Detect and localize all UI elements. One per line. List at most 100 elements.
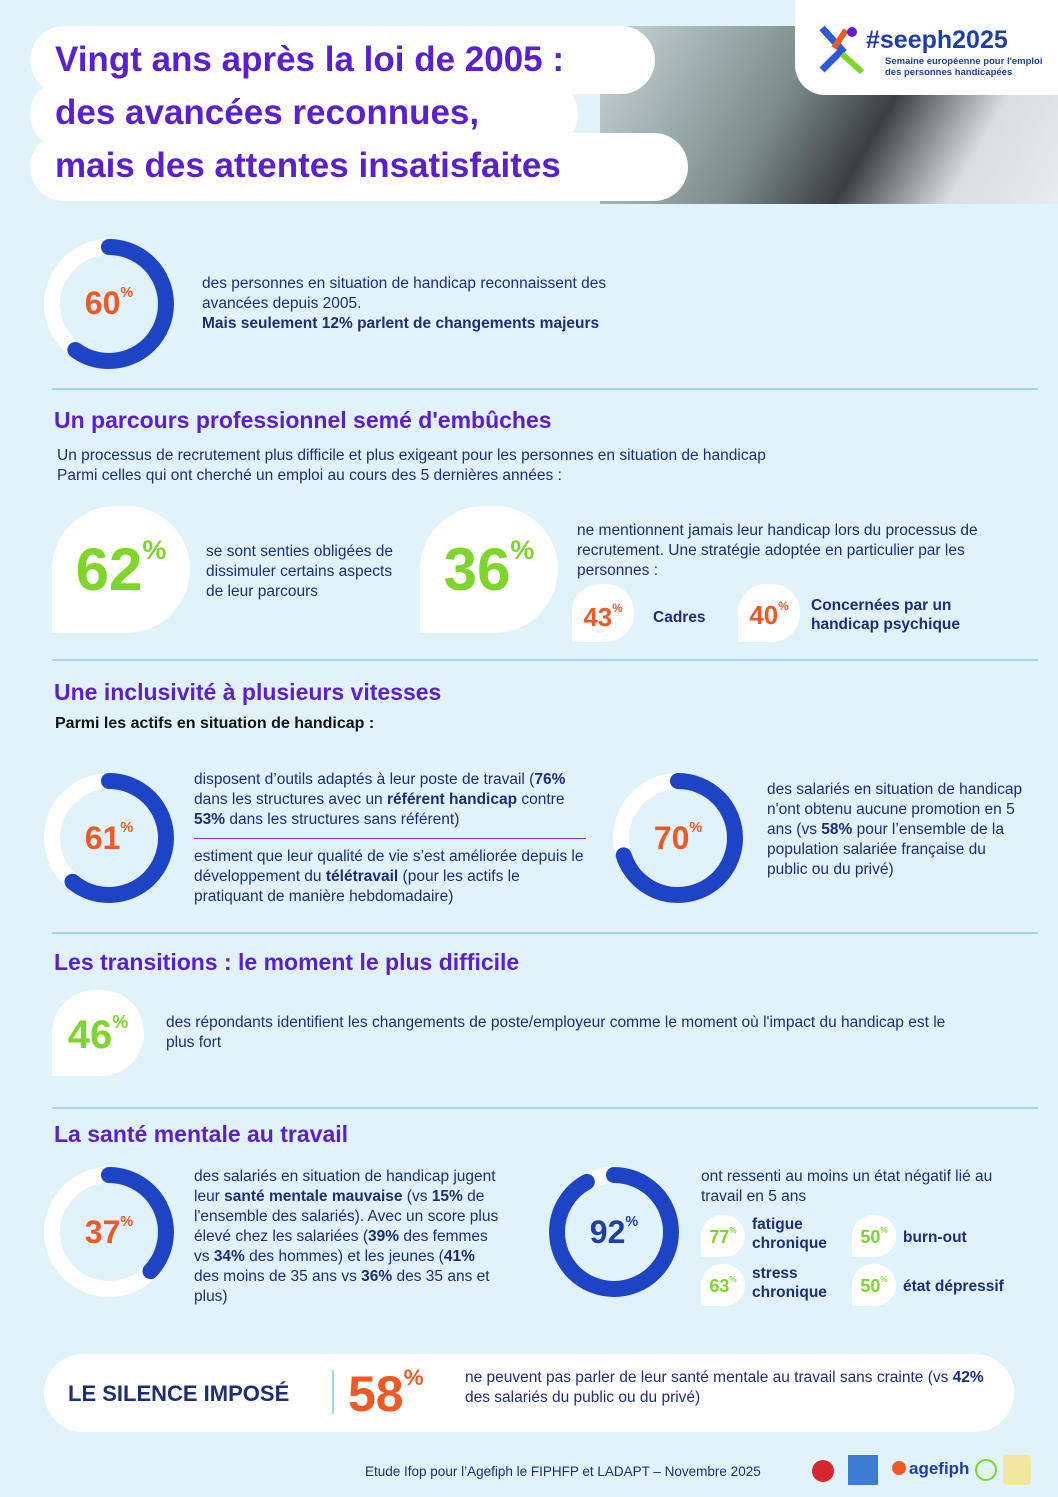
- chip: [701, 1215, 745, 1257]
- subheading: Parmi les actifs en situation de handica…: [55, 715, 375, 732]
- chip-value: 43: [583, 602, 613, 632]
- stat-value: 61: [84, 820, 121, 856]
- bold-text: santé mentale mauvaise: [224, 1188, 403, 1205]
- bold-text: 15%: [431, 1188, 463, 1205]
- paragraph: ne mentionnent jamais leur handicap lors…: [577, 521, 1017, 581]
- bold-text: 58%: [821, 821, 853, 838]
- divider: [52, 388, 1038, 390]
- bold-text: 41%: [443, 1248, 475, 1265]
- chip-number: 50%: [852, 1226, 896, 1246]
- chip-label: stress chronique: [752, 1265, 827, 1301]
- text: ont ressenti au moins un état négatif li…: [701, 1168, 993, 1205]
- chip-unit: %: [612, 601, 623, 615]
- chip: [852, 1215, 896, 1257]
- text: dans les structures sans référent): [225, 811, 460, 828]
- card: [52, 990, 144, 1076]
- donut-arc: [613, 773, 743, 903]
- chip-unit: %: [880, 1275, 888, 1285]
- bold-text: 34%: [213, 1248, 245, 1265]
- stat-number: 36%: [420, 537, 558, 600]
- paragraph: ne peuvent pas parler de leur santé ment…: [465, 1368, 985, 1408]
- intro: Un processus de recrutement plus diffici…: [57, 446, 957, 486]
- logo-agefiph-icon: [892, 1461, 906, 1475]
- logo-icon: [819, 25, 865, 75]
- paragraph: des répondants identifient les changemen…: [166, 1013, 956, 1053]
- chip-unit: %: [729, 1275, 737, 1285]
- text: se sont senties obligées de dissimuler c…: [206, 543, 393, 600]
- stat-text: ne peuvent pas parler de leur santé ment…: [465, 1368, 985, 1408]
- chip-label: fatigue chronique: [752, 1216, 827, 1252]
- chip: [701, 1264, 745, 1306]
- donut-arc: [549, 1167, 679, 1297]
- donut: [44, 239, 174, 369]
- chip-unit: %: [729, 1226, 737, 1236]
- banner-separator: [332, 1370, 334, 1414]
- text: contre: [517, 791, 565, 808]
- logo-ladapt: [848, 1455, 878, 1485]
- text: dans les structures avec un: [194, 791, 387, 808]
- text: ne peuvent pas parler de leur santé ment…: [465, 1369, 953, 1386]
- logo-hashtag: #seeph2025: [866, 26, 1008, 54]
- text: des hommes) et les jeunes (: [244, 1248, 444, 1265]
- stat-value: 37: [84, 1214, 121, 1250]
- stat-value: 62: [75, 536, 143, 603]
- stat-number: 92%: [549, 1213, 679, 1248]
- stat-unit: %: [120, 1213, 134, 1230]
- banner-label: LE SILENCE IMPOSÉ: [68, 1381, 290, 1406]
- text: des salariés en situation de handicap ju…: [194, 1168, 496, 1205]
- text: des moins de 35 ans vs: [194, 1268, 362, 1285]
- tagline-line: des personnes handicapées: [885, 67, 1013, 78]
- donut-arc: [44, 1167, 174, 1297]
- logo-ifop: [812, 1460, 834, 1482]
- text: disposent d’outils adaptés à leur poste …: [194, 771, 535, 788]
- divider: [52, 1107, 1038, 1109]
- stat-value: 46: [67, 1013, 113, 1057]
- card: [52, 506, 190, 633]
- logo-agefiph: agefiph: [909, 1459, 970, 1478]
- text: des personnes en situation de handicap r…: [202, 275, 607, 312]
- bold-text: 76%: [534, 771, 566, 788]
- title-pill: [30, 133, 688, 201]
- stat-value: 36: [443, 536, 511, 603]
- chip-value: 40: [749, 600, 779, 630]
- chip: [852, 1264, 896, 1306]
- stat-number: 37%: [44, 1213, 174, 1250]
- chip-label: Cadres: [653, 609, 706, 626]
- stat-value: 58: [348, 1366, 404, 1422]
- stat-text: disposent d’outils adaptés à leur poste …: [194, 770, 586, 907]
- chip-unit: %: [880, 1226, 888, 1236]
- divider: [52, 932, 1038, 934]
- stat-unit: %: [689, 819, 703, 836]
- intro-line: Un processus de recrutement plus diffici…: [57, 447, 766, 464]
- chip: [572, 584, 634, 642]
- chip-label: burn-out: [903, 1229, 967, 1246]
- bold-text: 36%: [361, 1268, 393, 1285]
- banner: [44, 1354, 1014, 1432]
- donut-arc: [44, 773, 174, 903]
- stat-unit: %: [112, 1012, 129, 1033]
- paragraph: estiment que leur qualité de vie s’est a…: [194, 838, 586, 907]
- chip-label: état dépressif: [903, 1278, 1004, 1295]
- text: des salariés en situation de handicap n'…: [767, 781, 1023, 838]
- chip-value: 63: [709, 1276, 730, 1296]
- stat-unit: %: [625, 1213, 639, 1230]
- intro-line: Parmi celles qui ont cherché un emploi a…: [57, 467, 562, 484]
- bold-text: 39%: [368, 1228, 400, 1245]
- logo-tagline: Semaine européenne pour l'emploi des per…: [885, 56, 1042, 78]
- paragraph: ont ressenti au moins un état négatif li…: [701, 1167, 1021, 1207]
- divider: [52, 659, 1038, 661]
- stat-text: ne mentionnent jamais leur handicap lors…: [577, 521, 1017, 581]
- donut: [44, 1167, 174, 1297]
- text: pour l’ensemble de la population salarié…: [767, 821, 1004, 878]
- text: ne mentionnent jamais leur handicap lors…: [577, 522, 978, 579]
- paragraph: se sont senties obligées de dissimuler c…: [206, 542, 406, 602]
- chip-value: 77: [709, 1227, 730, 1247]
- text: des femmes vs: [194, 1228, 488, 1265]
- chip-number: 40%: [738, 600, 800, 630]
- text: (pour les actifs le pratiquant de manièr…: [194, 868, 520, 905]
- paragraph: des personnes en situation de handicap r…: [202, 274, 672, 314]
- source: Etude Ifop pour l’Agefiph le FIPHFP et L…: [365, 1464, 761, 1479]
- stat-value: 60: [84, 285, 121, 321]
- text: des 35 ans et plus): [194, 1268, 490, 1305]
